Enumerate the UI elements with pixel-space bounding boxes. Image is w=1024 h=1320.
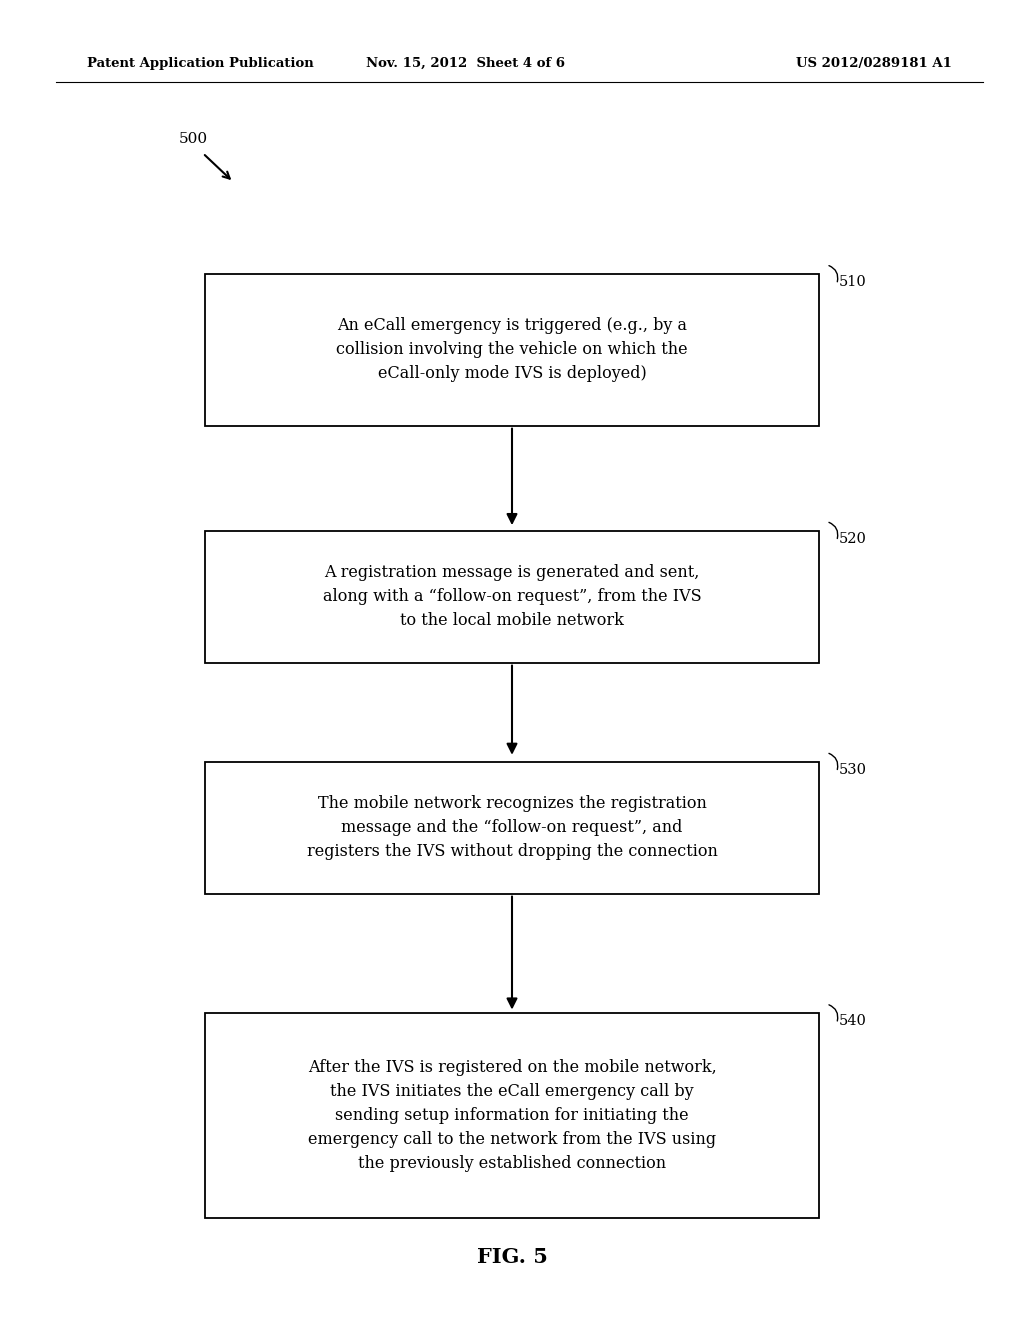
- Text: 520: 520: [839, 532, 866, 546]
- Text: Patent Application Publication: Patent Application Publication: [87, 57, 313, 70]
- Text: 500: 500: [179, 132, 208, 145]
- Text: US 2012/0289181 A1: US 2012/0289181 A1: [797, 57, 952, 70]
- Text: 540: 540: [839, 1014, 866, 1028]
- Bar: [205, 275, 819, 425]
- Text: An eCall emergency is triggered (e.g., by a
collision involving the vehicle on w: An eCall emergency is triggered (e.g., b…: [336, 317, 688, 383]
- Text: The mobile network recognizes the registration
message and the “follow-on reques: The mobile network recognizes the regist…: [306, 795, 718, 861]
- Bar: [205, 531, 819, 663]
- Bar: [205, 1014, 819, 1217]
- Bar: [205, 762, 819, 894]
- Text: FIG. 5: FIG. 5: [476, 1246, 548, 1267]
- Text: 530: 530: [839, 763, 866, 777]
- Text: Nov. 15, 2012  Sheet 4 of 6: Nov. 15, 2012 Sheet 4 of 6: [367, 57, 565, 70]
- Text: A registration message is generated and sent,
along with a “follow-on request”, : A registration message is generated and …: [323, 564, 701, 630]
- Text: 510: 510: [839, 276, 866, 289]
- Text: After the IVS is registered on the mobile network,
the IVS initiates the eCall e: After the IVS is registered on the mobil…: [307, 1059, 717, 1172]
